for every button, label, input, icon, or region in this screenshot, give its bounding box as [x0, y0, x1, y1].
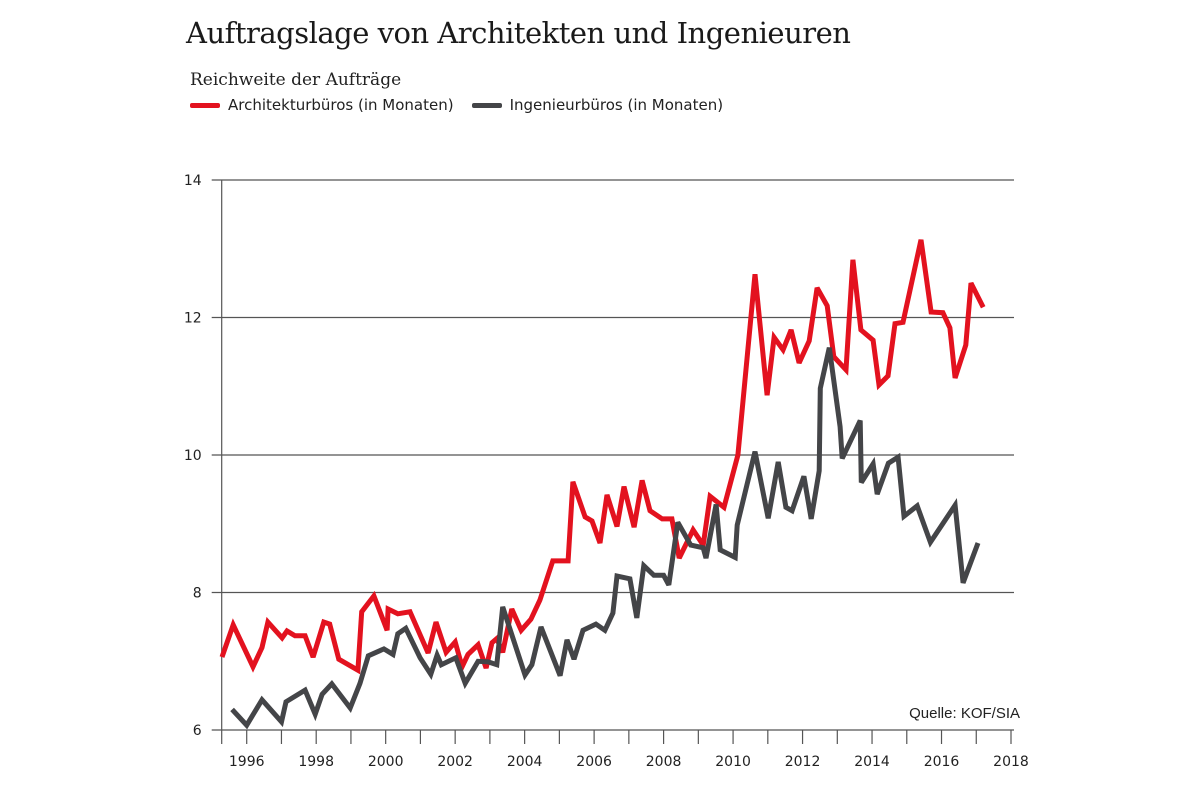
x-tick-label: 2012 [785, 754, 821, 770]
legend-swatch-engineers [471, 102, 502, 108]
x-tick-label: 2016 [924, 754, 960, 770]
y-tick-label: 6 [193, 723, 202, 739]
legend-swatch-architects [190, 102, 220, 108]
x-tick-label: 2006 [576, 754, 612, 770]
y-tick-label: 14 [184, 173, 202, 189]
x-tick-label: 2002 [437, 754, 473, 770]
x-tick-label: 1996 [229, 754, 265, 770]
x-tick-label: 2008 [646, 754, 682, 770]
x-tick-label: 2014 [854, 754, 890, 770]
y-tick-label: 12 [184, 311, 202, 327]
series-line-engineers [230, 347, 981, 730]
legend-item-architects: Architekturbüros (in Monaten) [190, 96, 454, 114]
chart-subtitle: Reichweite der Aufträge [190, 70, 402, 90]
source-note: Quelle: KOF/SIA [909, 705, 1020, 722]
x-tick-label: 2018 [993, 754, 1029, 770]
x-tick-label: 2000 [368, 754, 404, 770]
y-tick-label: 8 [193, 586, 202, 602]
legend-label-engineers: Ingenieurbüros (in Monaten) [509, 96, 724, 114]
series-line-architects [219, 239, 986, 675]
legend-item-engineers: Ingenieurbüros (in Monaten) [471, 96, 724, 114]
chart-title: Auftragslage von Architekten und Ingenie… [186, 16, 851, 50]
legend-label-architects: Architekturbüros (in Monaten) [228, 96, 454, 114]
x-tick-label: 2004 [507, 754, 543, 770]
x-tick-label: 1998 [298, 754, 334, 770]
x-tick-label: 2010 [715, 754, 751, 770]
legend: Architekturbüros (in Monaten) Ingenieurb… [190, 96, 723, 114]
y-tick-label: 10 [184, 448, 202, 464]
